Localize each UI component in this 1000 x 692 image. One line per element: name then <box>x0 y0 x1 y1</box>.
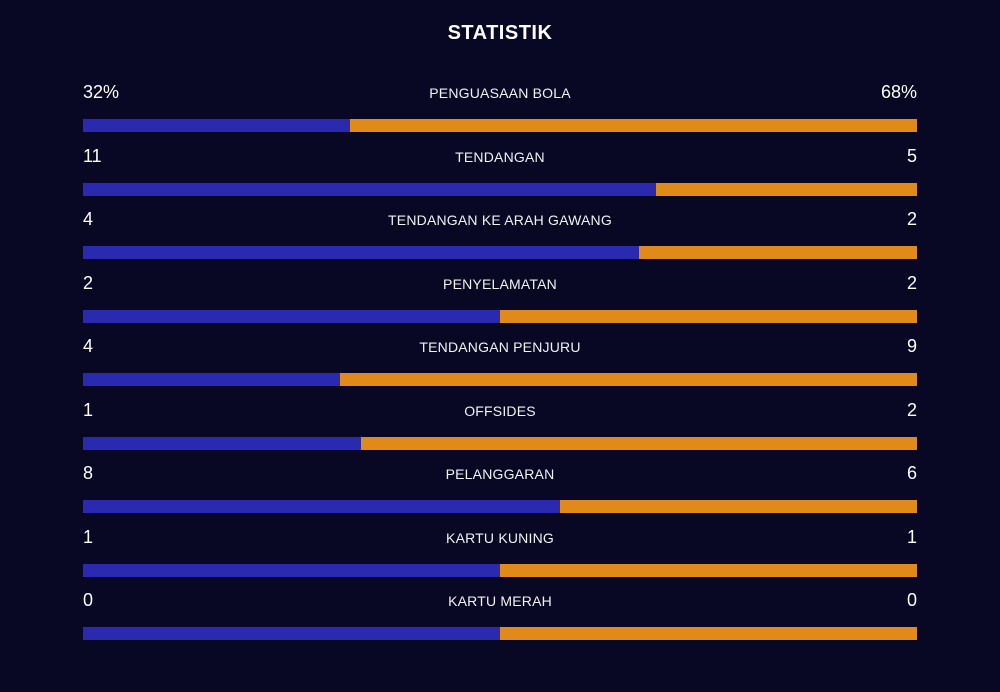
home-bar-fill <box>83 246 640 259</box>
comparison-bar <box>83 373 917 386</box>
home-bar-fill <box>83 627 500 640</box>
stat-label: TENDANGAN <box>455 148 545 165</box>
away-bar-fill <box>361 437 917 450</box>
away-value: 5 <box>906 145 917 166</box>
home-bar-fill <box>83 500 560 513</box>
away-bar-fill <box>560 500 917 513</box>
home-bar-fill <box>83 563 500 577</box>
stat-row-saves: 2 PENYELAMATAN 2 <box>83 271 917 335</box>
stat-label: KARTU KUNING <box>446 529 554 546</box>
comparison-bar <box>83 309 917 323</box>
comparison-bar <box>83 182 917 196</box>
stat-label: OFFSIDES <box>464 402 536 419</box>
stat-row-fouls: 8 PELANGGARAN 6 <box>83 461 917 525</box>
away-bar-fill <box>500 564 917 577</box>
stat-row-corners: 4 TENDANGAN PENJURU 9 <box>83 334 917 398</box>
away-value: 6 <box>906 463 917 483</box>
home-bar-fill <box>83 119 350 132</box>
away-value: 2 <box>906 209 917 229</box>
away-bar-fill <box>340 373 917 386</box>
stats-title: STATISTIK <box>447 22 553 44</box>
away-bar-fill <box>350 119 917 132</box>
away-bar-fill <box>500 310 917 323</box>
away-value: 1 <box>906 526 917 547</box>
comparison-bar <box>83 627 917 640</box>
home-bar-fill <box>83 182 657 196</box>
stat-row-red-cards: 0 KARTU MERAH 0 <box>83 588 917 652</box>
stat-row-yellow-cards: 1 KARTU KUNING 1 <box>83 525 917 589</box>
stat-label: PELANGGARAN <box>445 466 555 482</box>
home-bar-fill <box>83 373 340 386</box>
home-value: 8 <box>83 463 94 483</box>
home-value: 11 <box>83 145 102 166</box>
home-value: 0 <box>83 590 94 610</box>
home-value: 4 <box>83 336 94 356</box>
stats-list: 32% PENGUASAAN BOLA 68% 11 TENDANGAN 5 4… <box>83 80 917 652</box>
home-bar-fill <box>83 309 500 323</box>
home-value: 2 <box>83 272 94 293</box>
comparison-bar <box>83 119 917 132</box>
stat-label: PENYELAMATAN <box>443 275 557 292</box>
away-value: 68% <box>880 82 917 102</box>
home-bar-fill <box>83 436 361 450</box>
away-value: 2 <box>906 399 917 420</box>
home-value: 1 <box>83 399 94 420</box>
stat-row-shots-on-target: 4 TENDANGAN KE ARAH GAWANG 2 <box>83 207 917 271</box>
stat-row-offsides: 1 OFFSIDES 2 <box>83 398 917 462</box>
away-bar-fill <box>639 246 917 259</box>
home-value: 4 <box>83 209 94 229</box>
stat-row-possession: 32% PENGUASAAN BOLA 68% <box>83 80 917 144</box>
away-bar-fill <box>500 627 917 640</box>
comparison-bar <box>83 246 917 259</box>
stat-label: PENGUASAAN BOLA <box>429 85 571 101</box>
away-value: 0 <box>906 590 917 610</box>
comparison-bar <box>83 436 917 450</box>
stat-label: TENDANGAN PENJURU <box>419 339 581 355</box>
home-value: 1 <box>83 526 94 547</box>
comparison-bar <box>83 500 917 513</box>
home-value: 32% <box>83 82 120 102</box>
stat-label: KARTU MERAH <box>448 593 552 609</box>
away-value: 9 <box>906 336 917 356</box>
away-value: 2 <box>906 272 917 293</box>
stat-row-shots: 11 TENDANGAN 5 <box>83 144 917 208</box>
comparison-bar <box>83 563 917 577</box>
away-bar-fill <box>656 183 917 196</box>
stat-label: TENDANGAN KE ARAH GAWANG <box>388 212 612 228</box>
